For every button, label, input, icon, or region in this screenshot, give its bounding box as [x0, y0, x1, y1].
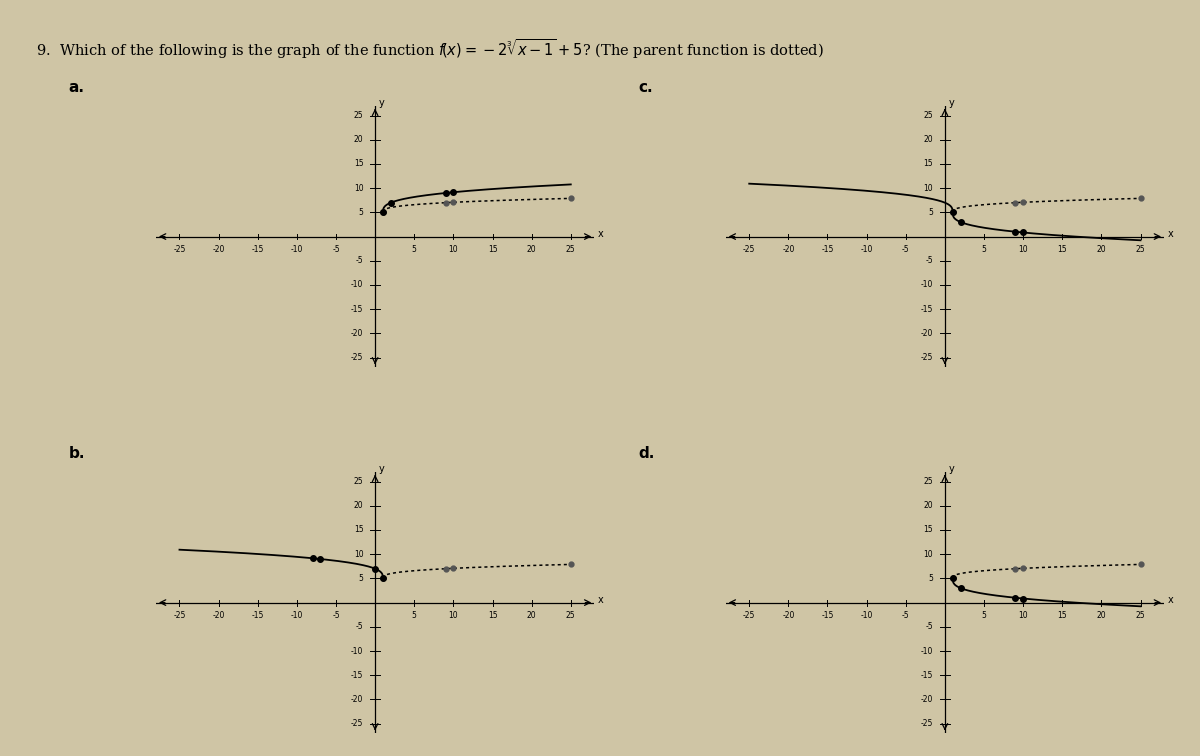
- Text: -5: -5: [355, 256, 364, 265]
- Text: x: x: [598, 229, 604, 239]
- Text: 5: 5: [359, 574, 364, 583]
- Text: -10: -10: [290, 612, 304, 621]
- Text: 5: 5: [359, 208, 364, 217]
- Text: -10: -10: [352, 646, 364, 655]
- Text: -25: -25: [352, 719, 364, 728]
- Text: a.: a.: [68, 80, 84, 95]
- Text: 5: 5: [412, 612, 416, 621]
- Text: 15: 15: [1057, 612, 1067, 621]
- Text: 10: 10: [354, 550, 364, 559]
- Text: -20: -20: [212, 245, 224, 254]
- Text: 25: 25: [924, 477, 934, 486]
- Text: y: y: [379, 464, 385, 475]
- Text: -25: -25: [743, 612, 756, 621]
- Text: 25: 25: [354, 477, 364, 486]
- Text: -15: -15: [352, 305, 364, 314]
- Text: 5: 5: [929, 208, 934, 217]
- Text: -20: -20: [212, 612, 224, 621]
- Text: 10: 10: [449, 612, 458, 621]
- Text: c.: c.: [638, 80, 653, 95]
- Text: -5: -5: [925, 256, 934, 265]
- Text: 10: 10: [354, 184, 364, 193]
- Text: 20: 20: [924, 135, 934, 144]
- Text: -10: -10: [860, 245, 872, 254]
- Text: x: x: [1168, 595, 1174, 605]
- Text: -15: -15: [252, 612, 264, 621]
- Text: 15: 15: [924, 160, 934, 169]
- Text: 20: 20: [527, 245, 536, 254]
- Text: 25: 25: [566, 245, 576, 254]
- Text: b.: b.: [68, 446, 85, 461]
- Text: -5: -5: [332, 245, 340, 254]
- Text: 25: 25: [354, 111, 364, 120]
- Text: -20: -20: [920, 695, 934, 704]
- Text: -15: -15: [252, 245, 264, 254]
- Text: x: x: [1168, 229, 1174, 239]
- Text: -10: -10: [860, 612, 872, 621]
- Text: 5: 5: [929, 574, 934, 583]
- Text: -10: -10: [920, 280, 934, 290]
- Text: -20: -20: [782, 245, 794, 254]
- Text: 20: 20: [1097, 612, 1106, 621]
- Text: -20: -20: [920, 329, 934, 338]
- Text: -10: -10: [920, 646, 934, 655]
- Text: 20: 20: [527, 612, 536, 621]
- Text: -25: -25: [352, 353, 364, 362]
- Text: 10: 10: [924, 550, 934, 559]
- Text: 15: 15: [354, 160, 364, 169]
- Text: -10: -10: [352, 280, 364, 290]
- Text: y: y: [949, 98, 954, 108]
- Text: -15: -15: [821, 245, 834, 254]
- Text: 25: 25: [924, 111, 934, 120]
- Text: -20: -20: [782, 612, 794, 621]
- Text: -25: -25: [173, 612, 186, 621]
- Text: 25: 25: [566, 612, 576, 621]
- Text: 5: 5: [982, 612, 986, 621]
- Text: -15: -15: [920, 305, 934, 314]
- Text: -15: -15: [821, 612, 834, 621]
- Text: 15: 15: [1057, 245, 1067, 254]
- Text: x: x: [598, 595, 604, 605]
- Text: -25: -25: [743, 245, 756, 254]
- Text: 20: 20: [354, 135, 364, 144]
- Text: -20: -20: [352, 695, 364, 704]
- Text: -25: -25: [920, 719, 934, 728]
- Text: -5: -5: [925, 622, 934, 631]
- Text: 20: 20: [1097, 245, 1106, 254]
- Text: 9.  Which of the following is the graph of the function $f\!\left(x\right) = -2\: 9. Which of the following is the graph o…: [36, 37, 824, 61]
- Text: 10: 10: [1019, 612, 1028, 621]
- Text: 20: 20: [354, 501, 364, 510]
- Text: -5: -5: [902, 612, 910, 621]
- Text: 5: 5: [412, 245, 416, 254]
- Text: -20: -20: [352, 329, 364, 338]
- Text: 15: 15: [487, 612, 497, 621]
- Text: 20: 20: [924, 501, 934, 510]
- Text: 25: 25: [1135, 612, 1145, 621]
- Text: 15: 15: [487, 245, 497, 254]
- Text: 15: 15: [354, 525, 364, 534]
- Text: y: y: [949, 464, 954, 475]
- Text: -5: -5: [902, 245, 910, 254]
- Text: -5: -5: [355, 622, 364, 631]
- Text: y: y: [379, 98, 385, 108]
- Text: -5: -5: [332, 612, 340, 621]
- Text: 15: 15: [924, 525, 934, 534]
- Text: -25: -25: [920, 353, 934, 362]
- Text: 10: 10: [449, 245, 458, 254]
- Text: d.: d.: [638, 446, 654, 461]
- Text: 5: 5: [982, 245, 986, 254]
- Text: 10: 10: [924, 184, 934, 193]
- Text: -10: -10: [290, 245, 304, 254]
- Text: 25: 25: [1135, 245, 1145, 254]
- Text: 10: 10: [1019, 245, 1028, 254]
- Text: -15: -15: [920, 671, 934, 680]
- Text: -15: -15: [352, 671, 364, 680]
- Text: -25: -25: [173, 245, 186, 254]
